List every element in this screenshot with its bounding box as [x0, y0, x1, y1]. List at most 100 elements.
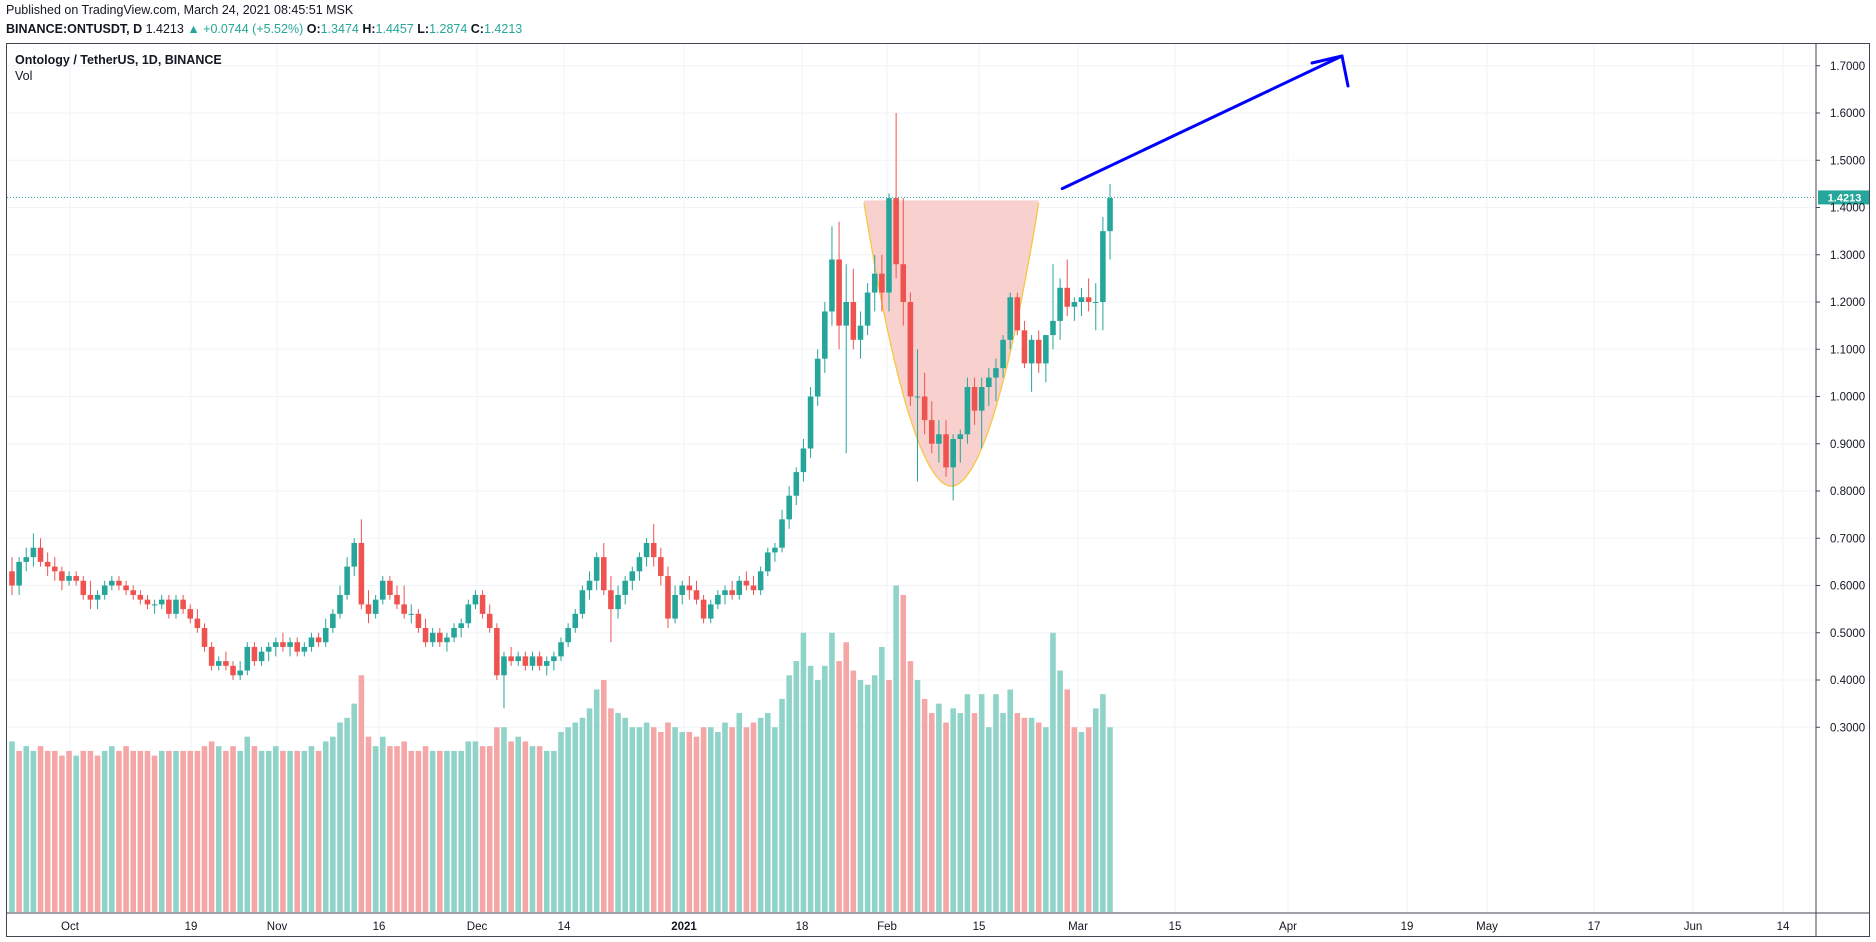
candle-body [686, 585, 693, 591]
volume-bar [586, 708, 593, 912]
candle-body [472, 594, 479, 605]
legend-volume: Vol [15, 69, 32, 83]
candle-body [579, 590, 586, 614]
volume-bar [73, 755, 79, 912]
price-change: ▲ +0.0744 (+5.52%) [187, 22, 304, 36]
candle-body [501, 656, 507, 676]
volume-bar [37, 746, 44, 912]
volume-bar [943, 722, 949, 912]
volume-bar [66, 750, 72, 912]
candle-body [9, 571, 15, 586]
candle-body [486, 613, 493, 629]
volume-bar [251, 746, 258, 912]
y-tick-label: 1.1000 [1830, 344, 1865, 356]
volume-bar [986, 727, 992, 912]
volume-bar [1007, 689, 1013, 912]
volume-bars [9, 585, 1113, 912]
volume-bar [822, 665, 828, 912]
volume-bar [330, 736, 336, 912]
candle-body [123, 585, 129, 591]
volume-bar [786, 675, 792, 912]
candle-body [223, 661, 229, 666]
candle-body [208, 646, 215, 666]
candle-body [757, 571, 764, 591]
candle-body [522, 656, 529, 666]
candle-body [786, 495, 792, 520]
time-axis[interactable]: Oct 19 Nov 16 Dec 14 2021 18 Feb 15 Mar 15 Apr 19 May 1… [7, 912, 1869, 933]
volume-bar [1028, 717, 1035, 912]
cup-fill [864, 200, 1039, 487]
candle-body [87, 594, 94, 600]
volume-bar [893, 585, 899, 912]
x-tick-label: 14 [1777, 921, 1790, 933]
candle-body [508, 656, 514, 662]
volume-bar [315, 750, 322, 912]
candle-body [764, 552, 771, 572]
candle-body [1064, 287, 1071, 307]
volume-bar [693, 736, 700, 912]
volume-bar [1057, 670, 1063, 912]
volume-bar [707, 727, 714, 912]
volume-bar [886, 680, 892, 912]
x-tick-label: 18 [796, 921, 809, 933]
volume-bar [829, 632, 835, 912]
candle-body [422, 628, 429, 643]
y-tick-label: 1.6000 [1830, 108, 1865, 120]
volume-bar [843, 642, 849, 912]
y-tick-label: 1.5000 [1830, 155, 1865, 167]
chart-frame[interactable]: 1.4213 1.7000 1.6000 1.5000 1.4000 1.3000 1.2… [6, 43, 1871, 937]
candle-body [978, 387, 985, 411]
volume-bar [494, 727, 500, 912]
volume-bar [230, 746, 236, 912]
candle-body [986, 377, 992, 388]
candle-body [843, 302, 849, 326]
volume-bar [322, 741, 329, 912]
volume-bar [615, 713, 621, 912]
volume-bar [764, 713, 771, 912]
volume-bar [80, 750, 87, 912]
volume-bar [265, 750, 272, 912]
candle-body [237, 670, 243, 676]
candle-body [1035, 339, 1042, 364]
y-tick-label: 1.0000 [1830, 392, 1865, 404]
x-tick-label: Mar [1068, 921, 1088, 933]
volume-bar [1071, 727, 1078, 912]
candle-body [1057, 287, 1063, 321]
volume-bar [715, 731, 721, 912]
candle-body [928, 420, 935, 444]
candle-body [964, 387, 971, 435]
cup-pattern-layer [863, 200, 1040, 487]
volume-bar [187, 750, 194, 912]
candle-body [836, 259, 842, 326]
candle-body [401, 604, 407, 614]
volume-bar [921, 698, 928, 912]
price-axis[interactable]: 1.7000 1.6000 1.5000 1.4000 1.3000 1.2000 1.10… [1815, 44, 1865, 936]
candle-body [864, 292, 871, 326]
volume-bar [879, 646, 885, 912]
volume-bar [1021, 717, 1028, 912]
candle-body [358, 542, 365, 605]
volume-bar [608, 708, 614, 912]
volume-bar [957, 713, 964, 912]
low-value: 1.2874 [429, 22, 468, 36]
candle-body [244, 646, 251, 671]
y-tick-label: 0.6000 [1830, 581, 1865, 593]
x-tick-label: 15 [1169, 921, 1182, 933]
candle-body [1050, 320, 1056, 336]
volume-bar [936, 703, 942, 912]
candle-body [615, 594, 621, 610]
price-chart[interactable]: 1.4213 1.7000 1.6000 1.5000 1.4000 1.3000 1.2… [7, 44, 1871, 936]
close-value: 1.4213 [483, 22, 523, 36]
candle-body [793, 472, 800, 496]
volume-bar [458, 750, 464, 912]
price-badge [1818, 190, 1871, 205]
candle-body [1007, 297, 1013, 340]
volume-bar [650, 727, 657, 912]
volume-bar [636, 727, 643, 912]
volume-bar [800, 632, 807, 912]
volume-bar [1078, 731, 1085, 912]
candle-body [330, 613, 336, 629]
volume-bar [137, 750, 144, 912]
y-tick-label: 1.3000 [1830, 250, 1865, 262]
volume-bar [166, 750, 172, 912]
